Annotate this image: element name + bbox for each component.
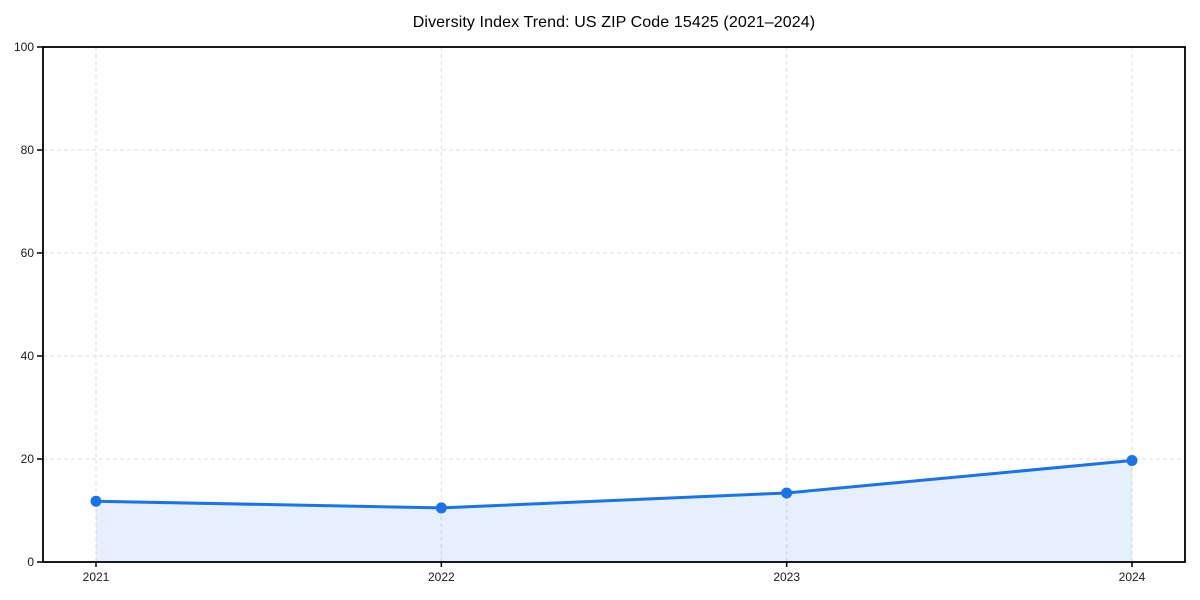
data-point: [435, 502, 447, 514]
trend-line: [94, 459, 1134, 510]
x-tick-label: 2024: [1119, 570, 1146, 584]
plot-border: [42, 46, 1186, 563]
x-tick-label: 2022: [428, 570, 455, 584]
data-point: [90, 495, 102, 507]
y-tick-label: 100: [14, 40, 34, 54]
y-tick-label: 60: [21, 246, 35, 260]
y-tick-label: 40: [21, 349, 35, 363]
x-tick-label: 2021: [83, 570, 110, 584]
y-tick-label: 20: [21, 452, 35, 466]
data-point: [781, 487, 793, 499]
y-tick-label: 0: [27, 555, 34, 569]
chart-title: Diversity Index Trend: US ZIP Code 15425…: [412, 14, 816, 31]
x-tick-label: 2023: [773, 570, 800, 584]
y-tick-label: 80: [21, 143, 35, 157]
data-point: [1126, 455, 1138, 467]
